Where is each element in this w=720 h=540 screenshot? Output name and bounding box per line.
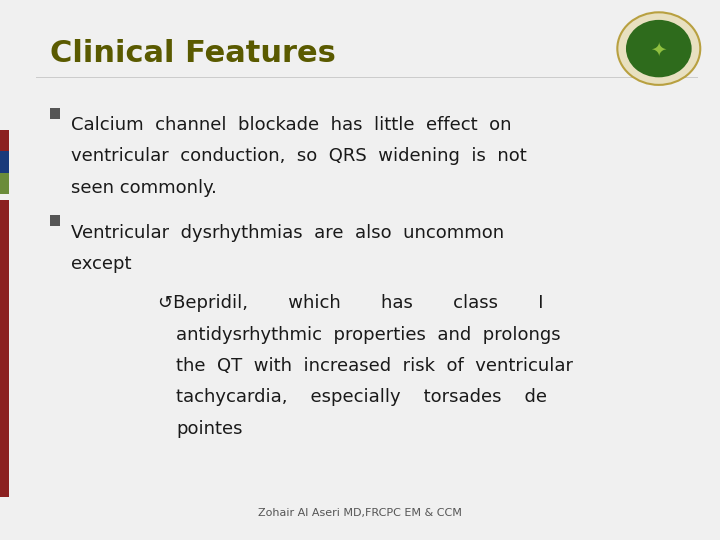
Text: Clinical Features: Clinical Features [50,39,336,69]
Bar [0,200,9,497]
Text: ↺Bepridil,       which       has       class       I: ↺Bepridil, which has class I [158,294,544,312]
Text: antidysrhythmic  properties  and  prolongs: antidysrhythmic properties and prolongs [176,326,561,343]
Bar [0,151,9,173]
Text: Ventricular  dysrhythmias  are  also  uncommon: Ventricular dysrhythmias are also uncomm… [71,224,504,241]
Bar [0,173,9,194]
Text: ✦: ✦ [651,40,667,59]
Text: Calcium  channel  blockade  has  little  effect  on: Calcium channel blockade has little effe… [71,116,511,134]
Circle shape [617,12,701,85]
Text: ventricular  conduction,  so  QRS  widening  is  not: ventricular conduction, so QRS widening … [71,147,526,165]
Text: the  QT  with  increased  risk  of  ventricular: the QT with increased risk of ventricula… [176,357,573,375]
Text: Zohair Al Aseri MD,FRCPC EM & CCM: Zohair Al Aseri MD,FRCPC EM & CCM [258,508,462,518]
Text: seen commonly.: seen commonly. [71,179,217,197]
Circle shape [626,20,692,77]
Bar [36,77,698,78]
Text: tachycardia,    especially    torsades    de: tachycardia, especially torsades de [176,388,547,406]
Bar [0,130,9,151]
Bar [50,215,60,226]
Text: except: except [71,255,131,273]
Text: pointes: pointes [176,420,243,437]
Bar [50,108,60,119]
